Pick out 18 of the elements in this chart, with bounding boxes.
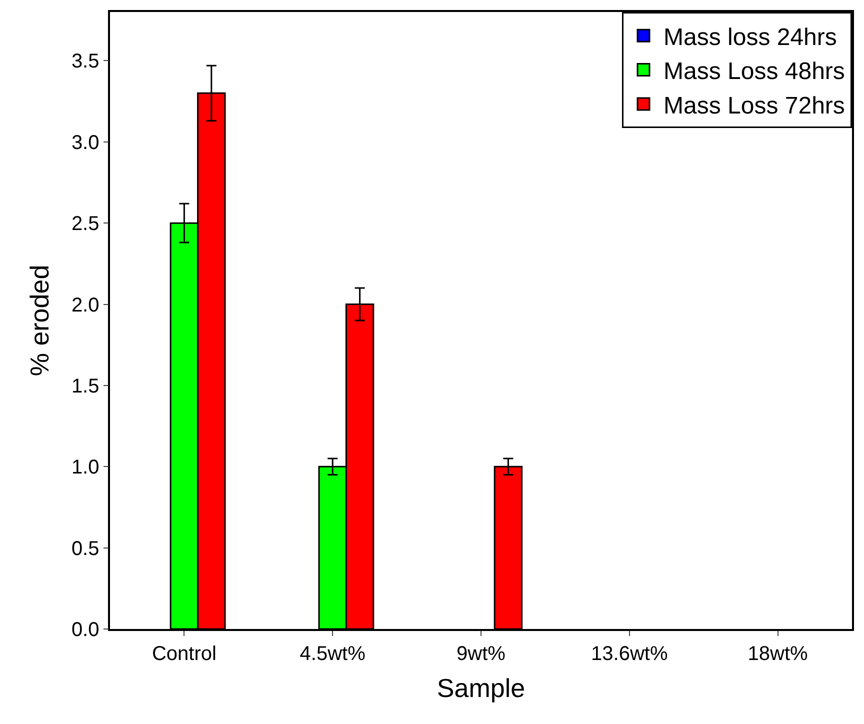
y-tick-label: 2.5 — [71, 213, 100, 236]
legend-label: Mass Loss 72hrs — [664, 92, 845, 120]
x-tick-label: Control — [152, 642, 216, 665]
x-axis-title: Sample — [436, 672, 526, 703]
x-tick-label: 4.5wt% — [300, 642, 366, 665]
y-tick-label: 0.0 — [71, 619, 100, 641]
y-tick-label: 3.0 — [71, 132, 100, 154]
y-tick-label: 1.0 — [71, 456, 100, 479]
y-axis-title: % eroded — [24, 264, 54, 376]
legend-label: Mass loss 24hrs — [664, 24, 837, 51]
x-tick-label: 18wt% — [748, 642, 808, 665]
legend-label: Mass Loss 48hrs — [664, 58, 845, 86]
y-tick-label: 3.5 — [71, 50, 100, 73]
x-tick-label: 9wt% — [456, 642, 506, 665]
y-tick-label: 2.0 — [71, 294, 100, 316]
y-tick-label: 0.5 — [71, 538, 100, 560]
y-tick-label: 1.5 — [71, 375, 100, 398]
x-tick-label: 13.6wt% — [591, 642, 668, 665]
